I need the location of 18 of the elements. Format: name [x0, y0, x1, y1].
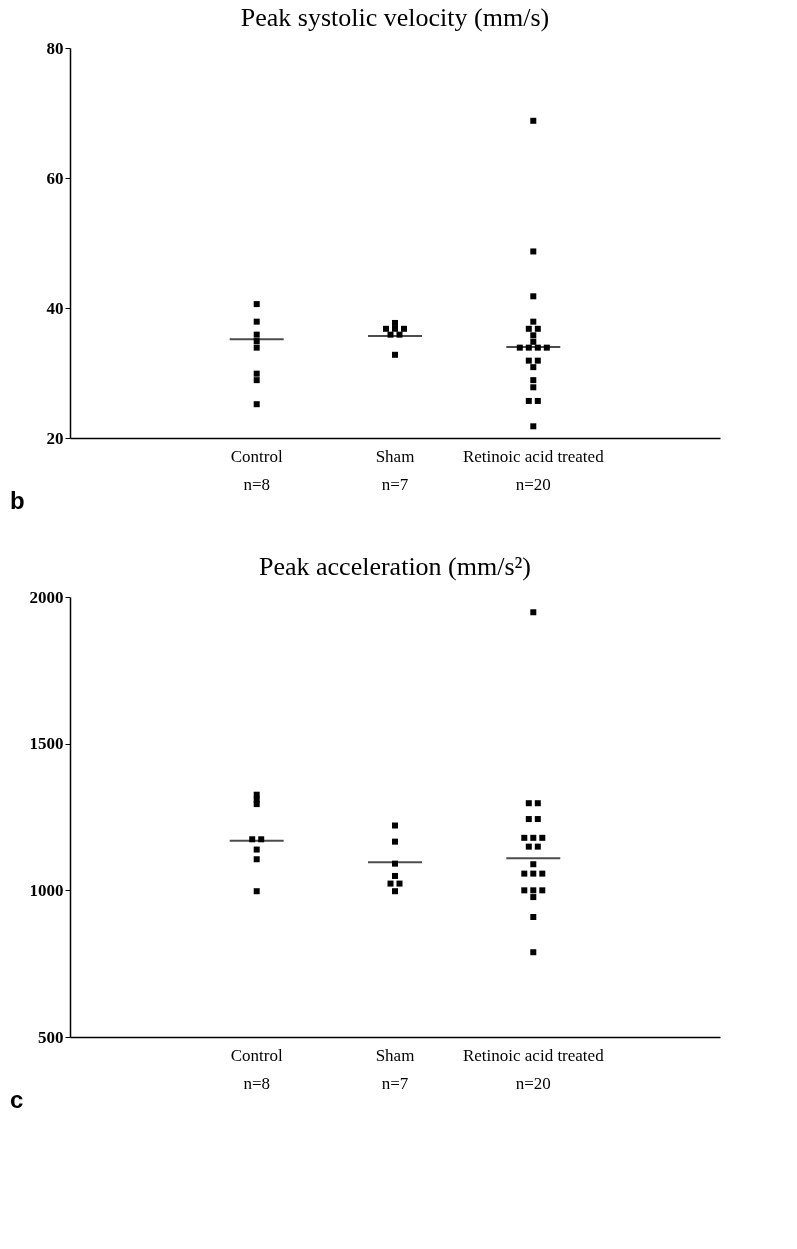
x-tick-label: Retinoic acid treated n=20 — [462, 446, 605, 494]
y-tick-label: 500 — [38, 1027, 64, 1047]
y-tick-label: 60 — [46, 168, 64, 188]
y-tick-label: 40 — [46, 298, 64, 318]
y-tick-label: 2000 — [29, 587, 64, 607]
y-tick-label: 1500 — [29, 734, 64, 754]
y-tick-label: 1000 — [29, 880, 64, 900]
x-tick-label: Control n=8 — [230, 1045, 283, 1093]
x-tick-label: Sham n=7 — [375, 1045, 415, 1093]
text: b — [10, 487, 25, 514]
chart-title: Peak acceleration (mm/s²) — [258, 552, 532, 581]
chart-title: Peak systolic velocity (mm/s) — [240, 3, 550, 32]
x-tick-label: Retinoic acid treated n=20 — [462, 1045, 605, 1093]
x-tick-label: Control n=8 — [230, 446, 283, 494]
y-tick-label: 20 — [46, 428, 64, 448]
text: c — [10, 1086, 24, 1113]
y-tick-label: 80 — [46, 38, 64, 58]
x-tick-label: Sham n=7 — [375, 446, 415, 494]
